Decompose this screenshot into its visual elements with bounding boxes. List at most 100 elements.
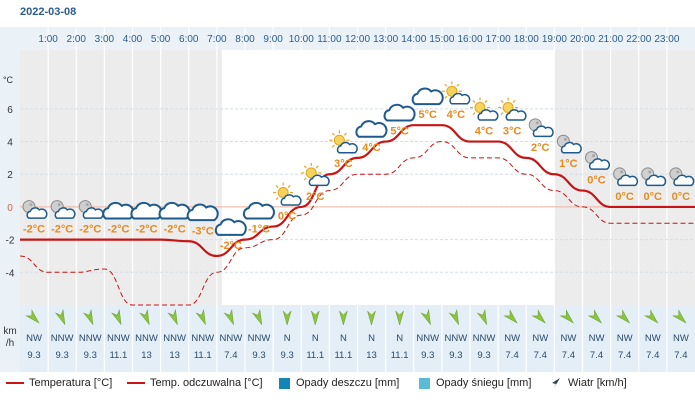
hour-label: 3:00 <box>95 34 115 45</box>
sun-cloud-icon <box>301 162 330 187</box>
temperature-label: 4°C <box>475 126 494 138</box>
hour-label: 6:00 <box>179 34 199 45</box>
temperature-label: 5°C <box>390 126 409 138</box>
wind-direction: NNW <box>51 333 74 344</box>
legend-temperature: Temperatura [°C] <box>6 377 112 389</box>
y-tick-label: -2 <box>6 236 15 247</box>
wind-speed: 7.4 <box>506 350 519 361</box>
wind-speed: 7.4 <box>618 350 631 361</box>
cloud-shape <box>532 125 554 138</box>
wind-arrow-icon <box>644 309 659 324</box>
night-partly-cloudy-icon <box>528 118 554 138</box>
wind-speed: 9.3 <box>27 350 40 361</box>
wind-direction: NNW <box>107 333 130 344</box>
wind-speed: 11.1 <box>391 350 409 361</box>
cloud-shape <box>242 201 275 220</box>
legend-rain: Opady deszczu [mm] <box>279 377 399 389</box>
temperature-label: 2°C <box>306 191 325 203</box>
wind-arrow-icon <box>366 310 377 326</box>
y-tick-label: -4 <box>6 268 15 279</box>
legend-rain-label: Opady deszczu [mm] <box>296 377 400 389</box>
legend-temperature-swatch <box>6 382 24 384</box>
hour-label: 14:00 <box>401 34 426 45</box>
wind-arrow-icon <box>587 309 603 324</box>
wind-speed: 9.3 <box>421 350 434 361</box>
cloud-shape <box>214 218 247 236</box>
y-tick-label: 2 <box>7 170 13 181</box>
legend-feels-like-swatch <box>127 382 145 384</box>
moon-crater <box>620 170 624 174</box>
moon-crater <box>85 203 89 207</box>
temperature-label: 0°C <box>644 191 663 203</box>
sun-ray <box>315 165 319 169</box>
hour-label: 1:00 <box>38 34 58 45</box>
hour-label: 11:00 <box>317 34 342 45</box>
series-lines <box>19 124 695 306</box>
wind-direction: NW <box>673 333 689 344</box>
sun-ray <box>275 197 279 201</box>
wind-direction: N <box>396 333 403 344</box>
wind-speed: 9.3 <box>56 350 69 361</box>
wind-direction: NW <box>26 333 42 344</box>
wind-arrow-icon <box>310 310 320 326</box>
feels-like-line <box>19 141 695 306</box>
y-axis-unit: °C <box>3 75 14 85</box>
sun-cloud-icon <box>441 81 471 105</box>
sun-shape <box>446 85 458 97</box>
legend-feels-like: Temp. odczuwalna [°C] <box>127 377 263 389</box>
wind-unit: km <box>3 326 16 337</box>
night-partly-cloudy-icon <box>669 167 695 187</box>
y-axis-strip <box>0 27 20 372</box>
hour-label: 23:00 <box>654 34 679 45</box>
night-partly-cloudy-icon <box>78 200 104 219</box>
wind-speed: 11.1 <box>306 350 324 361</box>
moon-crater <box>648 170 652 174</box>
cloud-icon <box>411 87 444 106</box>
wind-speed: 7.4 <box>646 350 659 361</box>
wind-arrow-shape <box>587 309 603 324</box>
cloud-shape <box>26 207 48 219</box>
wind-direction: NNW <box>445 333 468 344</box>
temperature-label: 0°C <box>278 211 297 223</box>
wind-arrow-icon <box>420 309 431 326</box>
wind-arrow-shape <box>167 309 178 326</box>
date-title: 2022-03-08 <box>20 6 77 18</box>
temperature-label: -2°C <box>23 224 45 236</box>
wind-speed: 11.1 <box>334 350 352 361</box>
wind-direction: N <box>340 333 347 344</box>
cloud-shape <box>355 120 388 138</box>
wind-arrow-icon <box>25 309 40 324</box>
y-tick-label: 6 <box>7 105 13 116</box>
cloud-shape <box>186 203 219 222</box>
legend-snow: Opady śniegu [mm] <box>419 377 531 389</box>
wind-arrow-icon <box>111 309 122 326</box>
temperature-label: 2°C <box>531 142 550 154</box>
wind-arrow-shape <box>531 309 546 324</box>
night-partly-cloudy-icon <box>22 200 48 219</box>
temperature-label: -2°C <box>135 224 157 236</box>
y-tick-label: 0 <box>7 203 13 214</box>
wind-arrow-icon <box>223 309 234 326</box>
sun-shape <box>305 167 317 179</box>
temperature-label: 3°C <box>334 158 353 170</box>
temperature-label: -2°C <box>79 224 101 236</box>
hour-label: 19:00 <box>542 34 567 45</box>
sun-ray <box>472 100 476 104</box>
wind-arrow-icon <box>139 309 150 326</box>
wind-arrow-shape <box>503 309 518 324</box>
wind-unit: /h <box>6 338 14 349</box>
wind-arrow-shape <box>615 309 631 324</box>
hour-label: 4:00 <box>123 34 143 45</box>
hour-label: 15:00 <box>429 34 454 45</box>
sun-ray <box>343 132 347 136</box>
wind-direction: NNW <box>135 333 158 344</box>
sun-ray <box>444 95 448 99</box>
legend-snow-swatch <box>419 377 430 389</box>
sun-ray <box>331 144 335 148</box>
wind-speed: 9.3 <box>281 350 294 361</box>
wind-speed: 7.4 <box>590 350 603 361</box>
wind-speed: 13 <box>169 350 180 361</box>
wind-arrow-shape <box>476 309 488 326</box>
cloud-shape <box>54 207 76 219</box>
wind-arrow-icon <box>338 310 348 326</box>
